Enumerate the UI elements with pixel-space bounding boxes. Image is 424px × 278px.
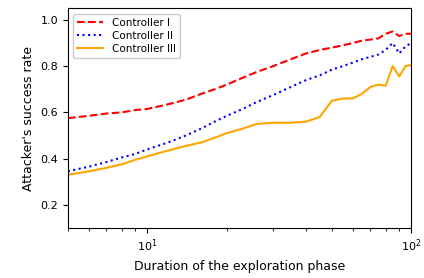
Controller II — [304, 78, 309, 82]
Controller III — [145, 155, 150, 158]
Line: Controller III: Controller III — [68, 65, 411, 175]
Controller II — [368, 55, 373, 59]
Controller III — [271, 121, 276, 125]
Controller II — [119, 156, 124, 159]
Controller II — [104, 160, 109, 164]
Controller II — [145, 148, 150, 151]
Line: Controller I: Controller I — [68, 31, 411, 118]
Controller III — [376, 83, 381, 86]
Controller II — [350, 61, 355, 64]
Controller I — [254, 70, 259, 74]
Controller I — [317, 48, 322, 52]
Controller I — [183, 98, 188, 101]
Controller III — [317, 115, 322, 119]
Controller II — [340, 64, 345, 68]
Controller III — [240, 127, 245, 130]
Controller II — [271, 93, 276, 97]
Controller I — [397, 34, 402, 38]
Controller III — [403, 64, 408, 68]
Controller I — [350, 41, 355, 45]
Controller I — [212, 88, 217, 91]
Controller II — [166, 141, 171, 144]
Controller I — [368, 38, 373, 41]
Y-axis label: Attacker's success rate: Attacker's success rate — [22, 46, 35, 191]
Controller III — [133, 158, 138, 162]
Controller I — [240, 76, 245, 79]
Controller III — [119, 163, 124, 166]
Controller II — [403, 45, 408, 48]
Controller II — [329, 68, 335, 71]
Controller I — [329, 46, 335, 49]
Controller I — [224, 83, 229, 86]
Controller I — [86, 114, 91, 118]
Controller III — [329, 99, 335, 103]
Controller III — [304, 120, 309, 123]
Controller III — [383, 84, 388, 88]
Controller III — [360, 92, 365, 96]
Controller I — [403, 32, 408, 35]
Controller I — [390, 30, 395, 33]
Controller III — [166, 149, 171, 152]
Controller I — [288, 58, 293, 61]
Controller I — [145, 107, 150, 111]
Controller II — [212, 120, 217, 123]
Controller I — [376, 37, 381, 40]
Controller II — [240, 107, 245, 111]
Controller II — [360, 58, 365, 61]
Controller I — [360, 39, 365, 42]
Controller II — [198, 127, 204, 130]
Controller III — [65, 173, 70, 177]
Controller III — [198, 141, 204, 144]
Controller I — [409, 32, 414, 35]
Legend: Controller I, Controller II, Controller III: Controller I, Controller II, Controller … — [73, 14, 180, 58]
Controller I — [383, 32, 388, 35]
Controller I — [340, 44, 345, 47]
Controller III — [390, 64, 395, 68]
Controller II — [133, 152, 138, 156]
X-axis label: Duration of the exploration phase: Duration of the exploration phase — [134, 260, 345, 273]
Controller II — [65, 170, 70, 173]
Controller I — [198, 92, 204, 96]
Controller II — [288, 85, 293, 89]
Controller II — [317, 74, 322, 77]
Controller I — [304, 52, 309, 55]
Controller III — [409, 63, 414, 67]
Controller I — [104, 112, 109, 115]
Controller III — [224, 131, 229, 135]
Controller III — [368, 85, 373, 89]
Controller I — [271, 64, 276, 68]
Controller III — [104, 166, 109, 170]
Controller III — [183, 144, 188, 148]
Controller I — [133, 108, 138, 112]
Controller II — [383, 48, 388, 52]
Controller III — [288, 121, 293, 125]
Controller III — [340, 97, 345, 100]
Controller II — [409, 41, 414, 45]
Controller II — [254, 100, 259, 104]
Controller II — [183, 134, 188, 137]
Controller III — [86, 170, 91, 173]
Controller III — [397, 75, 402, 78]
Controller II — [397, 52, 402, 55]
Controller I — [119, 111, 124, 114]
Controller II — [376, 53, 381, 56]
Controller II — [86, 165, 91, 168]
Controller III — [254, 122, 259, 126]
Line: Controller II: Controller II — [68, 43, 411, 171]
Controller II — [390, 41, 395, 45]
Controller I — [166, 103, 171, 106]
Controller I — [65, 116, 70, 120]
Controller II — [224, 114, 229, 118]
Controller III — [350, 97, 355, 100]
Controller III — [212, 136, 217, 140]
